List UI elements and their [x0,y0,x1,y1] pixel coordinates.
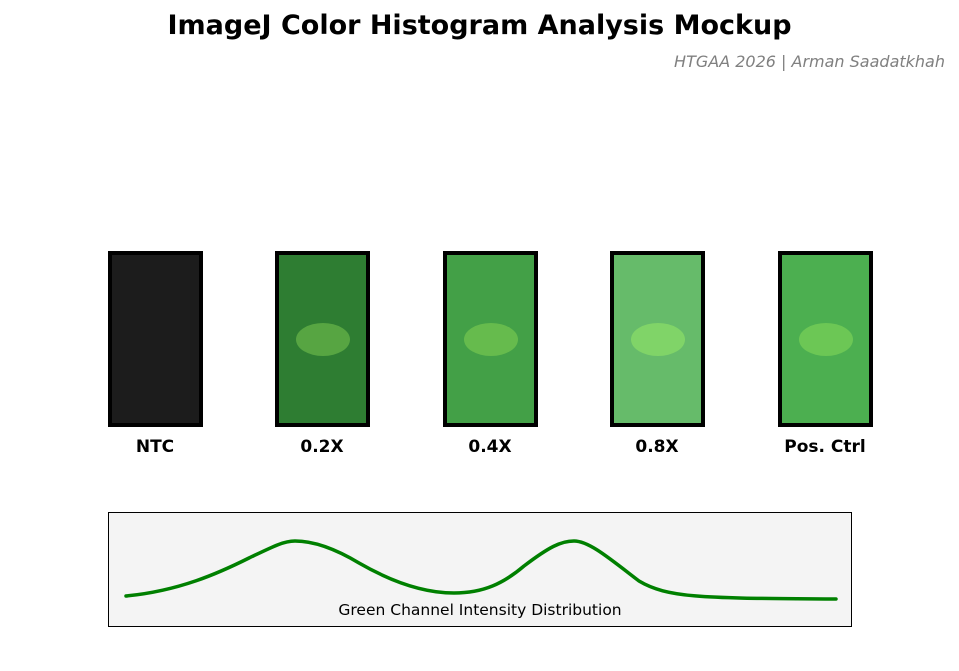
fluorescence-spot [799,323,853,356]
tube-pos-ctrl [778,251,873,427]
fluorescence-spot [631,323,685,356]
tube-0-2x [275,251,370,427]
tube-ntc [108,251,203,427]
tube-label-0-4x: 0.4X [468,437,512,457]
tube-0-8x [610,251,705,427]
author-subtitle: HTGAA 2026 | Arman Saadatkhah [674,52,945,71]
tube-label-pos-ctrl: Pos. Ctrl [784,437,866,457]
tube-label-0-8x: 0.8X [635,437,679,457]
tube-label-0-2x: 0.2X [300,437,344,457]
page-title: ImageJ Color Histogram Analysis Mockup [167,10,792,41]
histogram-curve [124,539,838,601]
fluorescence-spot [464,323,518,356]
fluorescence-spot [296,323,350,356]
tube-0-4x [443,251,538,427]
tube-label-ntc: NTC [135,437,175,457]
histogram-plot [124,539,838,601]
histogram-label: Green Channel Intensity Distribution [338,601,622,619]
histogram-panel: Green Channel Intensity Distribution [108,512,852,627]
